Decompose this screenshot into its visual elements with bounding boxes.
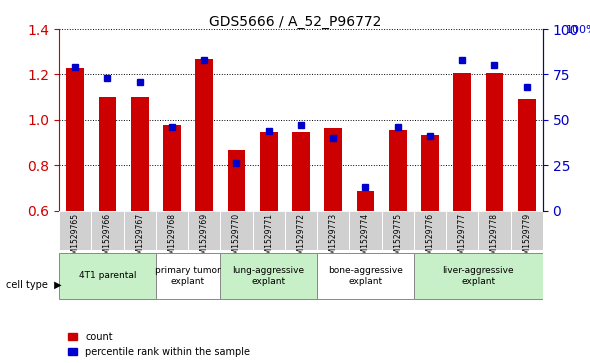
Bar (228, 150, 245, 211)
Bar (66, 68, 84, 211)
Text: GSM1529771: GSM1529771 (264, 212, 273, 264)
FancyBboxPatch shape (156, 253, 220, 299)
Bar (292, 132, 310, 211)
Text: 4T1 parental: 4T1 parental (78, 272, 136, 280)
Text: GSM1529770: GSM1529770 (232, 212, 241, 264)
Text: GSM1529774: GSM1529774 (361, 212, 370, 264)
Text: GSM1529767: GSM1529767 (135, 212, 144, 264)
Bar (163, 126, 181, 211)
Bar (389, 130, 407, 211)
Bar (486, 73, 503, 211)
Text: GSM1529768: GSM1529768 (168, 212, 176, 264)
Text: GSM1529773: GSM1529773 (329, 212, 337, 264)
FancyBboxPatch shape (414, 253, 543, 299)
Legend: count, percentile rank within the sample: count, percentile rank within the sample (64, 328, 254, 360)
FancyBboxPatch shape (220, 211, 253, 250)
FancyBboxPatch shape (414, 211, 446, 250)
Text: GSM1529772: GSM1529772 (296, 212, 306, 264)
Bar (260, 132, 277, 211)
Text: lung-aggressive
explant: lung-aggressive explant (232, 266, 304, 286)
Bar (421, 135, 439, 211)
FancyBboxPatch shape (253, 211, 285, 250)
FancyBboxPatch shape (220, 253, 317, 299)
Text: GSM1529778: GSM1529778 (490, 212, 499, 264)
Text: GSM1529775: GSM1529775 (393, 212, 402, 264)
Bar (195, 58, 213, 211)
FancyBboxPatch shape (188, 211, 220, 250)
FancyBboxPatch shape (382, 211, 414, 250)
Text: primary tumor
explant: primary tumor explant (155, 266, 221, 286)
Text: GSM1529769: GSM1529769 (199, 212, 209, 264)
Bar (324, 128, 342, 211)
Text: GSM1529777: GSM1529777 (458, 212, 467, 264)
FancyBboxPatch shape (59, 253, 156, 299)
Text: bone-aggressive
explant: bone-aggressive explant (328, 266, 403, 286)
Text: GSM1529776: GSM1529776 (425, 212, 434, 264)
Bar (356, 191, 374, 211)
Bar (131, 97, 149, 211)
FancyBboxPatch shape (317, 253, 414, 299)
Text: GDS5666 / A_52_P96772: GDS5666 / A_52_P96772 (209, 15, 381, 29)
Text: cell type  ▶: cell type ▶ (6, 280, 61, 290)
FancyBboxPatch shape (510, 211, 543, 250)
FancyBboxPatch shape (91, 211, 123, 250)
Text: liver-aggressive
explant: liver-aggressive explant (442, 266, 514, 286)
Bar (99, 97, 116, 211)
Text: GSM1529779: GSM1529779 (522, 212, 531, 264)
FancyBboxPatch shape (123, 211, 156, 250)
Bar (518, 99, 536, 211)
Text: GSM1529765: GSM1529765 (71, 212, 80, 264)
Y-axis label: 100%: 100% (566, 25, 590, 36)
FancyBboxPatch shape (446, 211, 478, 250)
FancyBboxPatch shape (285, 211, 317, 250)
FancyBboxPatch shape (59, 211, 91, 250)
FancyBboxPatch shape (156, 211, 188, 250)
FancyBboxPatch shape (349, 211, 382, 250)
Text: GSM1529766: GSM1529766 (103, 212, 112, 264)
FancyBboxPatch shape (317, 211, 349, 250)
FancyBboxPatch shape (478, 211, 510, 250)
Bar (453, 73, 471, 211)
